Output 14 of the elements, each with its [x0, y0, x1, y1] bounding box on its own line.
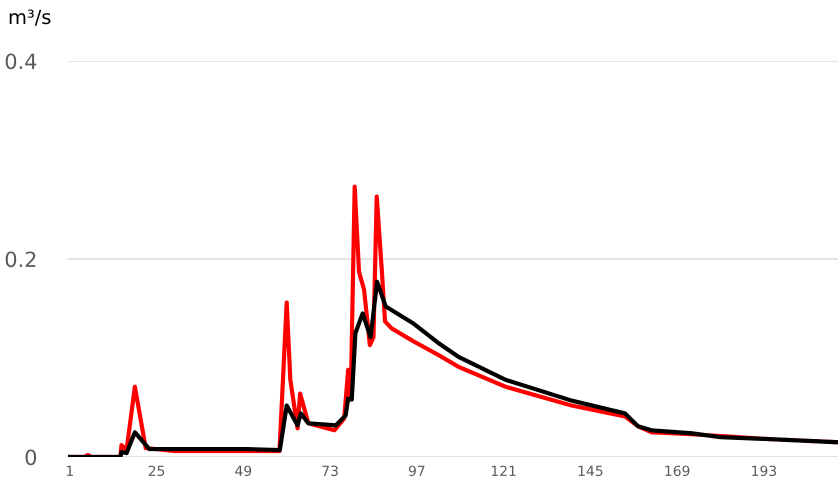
line-series	[68, 280, 838, 457]
x-tick-label: 145	[578, 466, 602, 476]
y-axis-title: m³/s	[10, 10, 50, 26]
x-tick-label: 169	[665, 466, 690, 476]
x-tick-label: 25	[148, 466, 164, 476]
x-tick-label: 49	[235, 466, 252, 476]
x-tick-label: 97	[408, 466, 424, 476]
x-tick-label: 121	[492, 466, 516, 476]
x-tick-label: 193	[752, 466, 776, 476]
y-tick-label: 0.4	[6, 53, 36, 70]
x-tick-label: 73	[322, 466, 338, 476]
x-tick-label: 1	[66, 466, 73, 476]
y-tick-label: 0.2	[6, 251, 36, 268]
y-tick-label: 0	[26, 449, 36, 466]
